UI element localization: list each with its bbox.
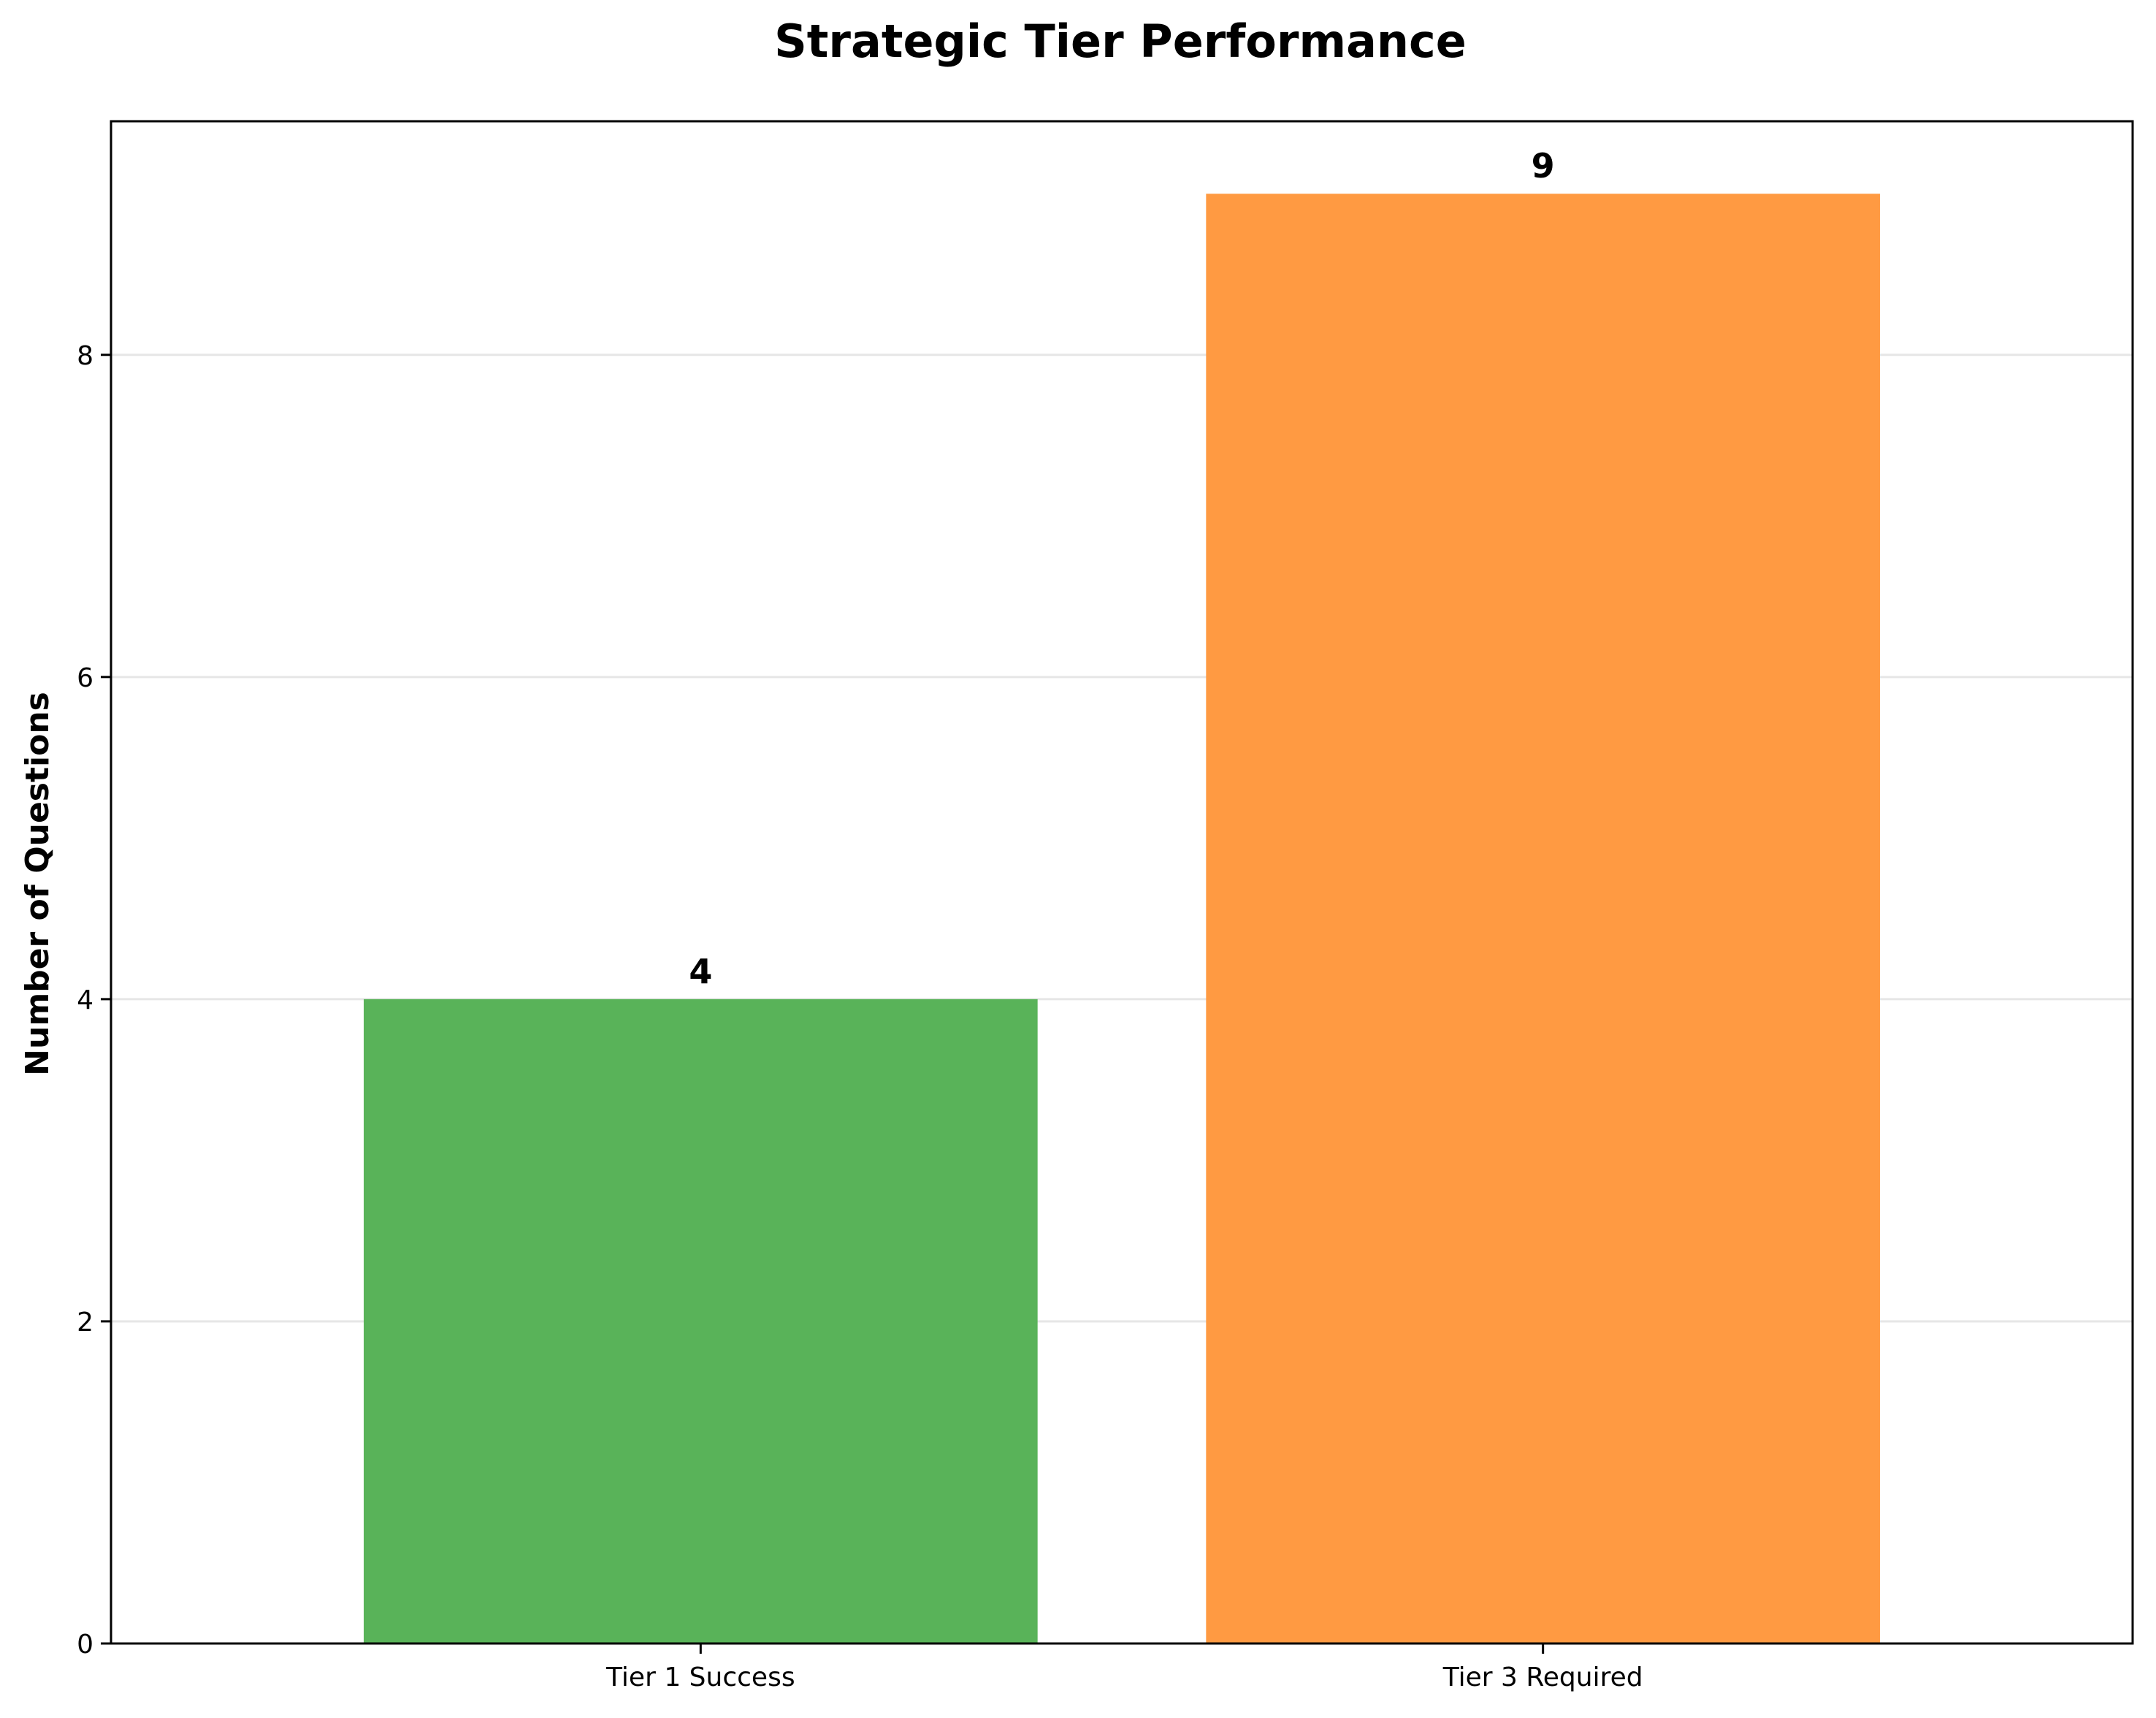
y-tick-label: 4: [77, 985, 93, 1015]
bar-tier-1-success: [364, 999, 1038, 1643]
y-axis-label: Number of Questions: [19, 692, 56, 1076]
x-tick-label: Tier 1 Success: [605, 1662, 795, 1692]
plot-frame: [110, 120, 2134, 1645]
data-labels: 49: [689, 146, 1554, 991]
y-tick-label: 6: [77, 663, 93, 693]
y-tick-label: 8: [77, 341, 93, 371]
bar-tier-3-required: [1206, 194, 1880, 1644]
x-tick-label: Tier 3 Required: [1442, 1662, 1643, 1692]
y-tick-label: 2: [77, 1307, 93, 1337]
chart-title: Strategic Tier Performance: [774, 15, 1467, 68]
axes: Tier 1 Success Tier 3 Required 0 2 4 6 8: [77, 120, 2134, 1692]
data-label-tier-3-required: 9: [1532, 146, 1555, 186]
y-tick-label: 0: [77, 1630, 93, 1660]
data-label-tier-1-success: 4: [689, 952, 712, 991]
bars: [364, 194, 1880, 1644]
